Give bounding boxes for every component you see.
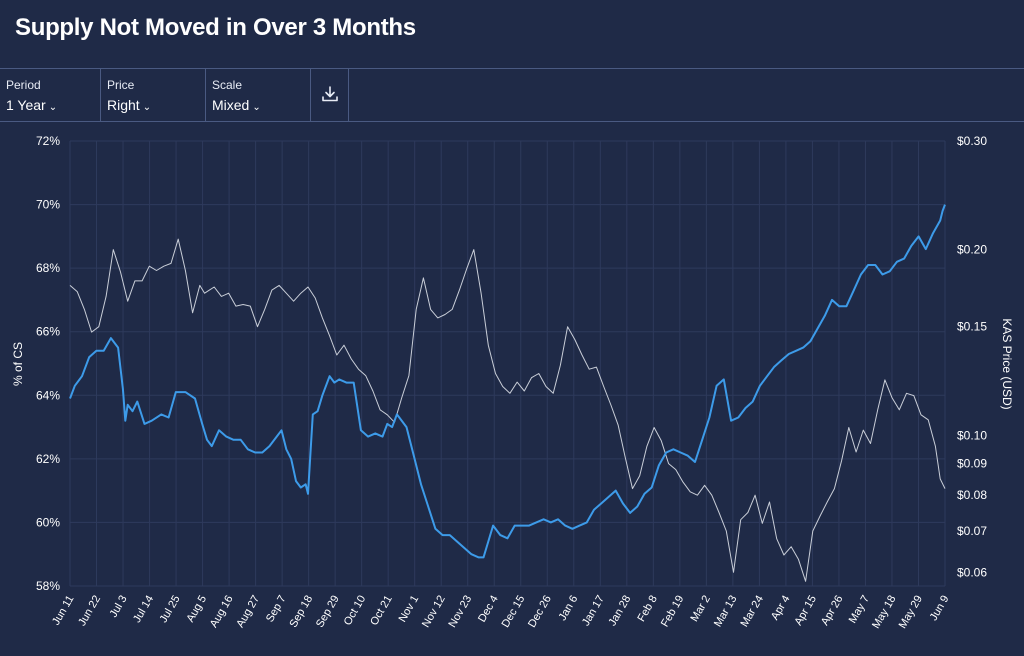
scale-dropdown[interactable]: Scale Mixed ⌄	[206, 69, 311, 121]
left-axis-label: % of CS	[11, 342, 25, 386]
download-button[interactable]	[311, 69, 349, 121]
chevron-down-icon: ⌄	[142, 102, 152, 113]
x-tick-label: Jan 28	[607, 594, 634, 629]
x-tick-label: Jun 22	[76, 594, 103, 629]
right-tick-label: $0.30	[957, 134, 987, 148]
x-tick-label: Mar 13	[712, 594, 740, 630]
x-tick-label: Mar 2	[689, 594, 713, 624]
x-tick-label: Dec 4	[476, 594, 501, 625]
x-tick-label: Apr 4	[769, 594, 793, 623]
download-icon	[322, 86, 338, 102]
price-series-line	[69, 238, 946, 582]
left-tick-label: 66%	[36, 325, 60, 339]
supply-series-line	[69, 204, 946, 559]
x-tick-label: May 29	[897, 594, 925, 631]
period-value: 1 Year ⌄	[6, 97, 57, 113]
x-tick-label: Apr 15	[792, 594, 819, 628]
left-tick-label: 60%	[36, 515, 60, 529]
x-tick-label: Sep 7	[264, 594, 289, 625]
chevron-down-icon: ⌄	[252, 102, 261, 113]
supply-price-chart: 72% 70% 68% 66% 64% 62% 60% 58% $0.30 $0.20 $0.15…	[11, 134, 1014, 631]
x-tick-label: Jan 17	[580, 594, 607, 629]
right-tick-label: $0.06	[957, 565, 987, 579]
right-tick-label: $0.08	[957, 488, 987, 502]
chart-grid	[69, 140, 946, 587]
x-tick-label: Jul 25	[158, 594, 183, 625]
scale-selected: Mixed	[212, 97, 250, 113]
scale-label: Scale	[212, 78, 243, 92]
left-tick-label: 68%	[36, 261, 60, 275]
x-tick-label: Dec 26	[526, 594, 554, 630]
right-tick-label: $0.09	[957, 457, 987, 471]
left-tick-label: 72%	[36, 134, 60, 148]
x-tick-label: Nov 1	[397, 594, 422, 625]
x-tick-label: Aug 5	[184, 594, 209, 625]
right-tick-label: $0.07	[957, 524, 987, 538]
x-tick-label: Oct 21	[368, 594, 395, 628]
left-tick-label: 58%	[36, 579, 60, 593]
page-title: Supply Not Moved in Over 3 Months	[15, 14, 416, 41]
x-tick-label: Jul 14	[131, 594, 156, 625]
period-dropdown[interactable]: Period 1 Year ⌄	[0, 69, 101, 121]
x-tick-label: Jul 3	[108, 594, 130, 620]
x-tick-label: May 7	[847, 594, 872, 626]
x-tick-label: Oct 10	[342, 594, 369, 628]
scale-value: Mixed ⌄	[212, 97, 261, 113]
price-label: Price	[107, 78, 135, 92]
x-tick-label: Mar 24	[738, 594, 766, 630]
right-tick-label: $0.20	[957, 243, 987, 257]
period-selected: 1 Year	[6, 97, 46, 113]
x-tick-label: Feb 19	[659, 594, 687, 630]
x-tick-label: Dec 15	[500, 594, 528, 630]
x-tick-label: Nov 12	[420, 594, 448, 630]
period-label: Period	[6, 78, 41, 92]
price-selected: Right	[107, 97, 140, 113]
x-tick-label: May 18	[870, 594, 898, 631]
x-tick-label: Sep 29	[314, 594, 342, 630]
x-tick-label: Jun 9	[928, 594, 952, 623]
chevron-down-icon: ⌄	[48, 102, 58, 113]
right-axis: $0.30 $0.20 $0.15 $0.10 $0.09 $0.08 $0.07 $0.06	[957, 134, 987, 579]
price-value: Right ⌄	[107, 97, 151, 113]
right-axis-label: KAS Price (USD)	[1000, 318, 1014, 409]
x-tick-label: Sep 18	[287, 594, 315, 630]
right-tick-label: $0.10	[957, 428, 987, 442]
x-tick-label: Jun 11	[50, 594, 77, 628]
left-tick-label: 64%	[36, 388, 60, 402]
x-tick-label: Aug 16	[208, 594, 236, 630]
x-tick-label: Apr 26	[819, 594, 846, 628]
x-tick-label: Aug 27	[234, 594, 262, 630]
left-tick-label: 62%	[36, 452, 60, 466]
x-tick-label: Feb 8	[635, 594, 659, 624]
x-tick-label: Nov 23	[447, 594, 475, 630]
right-tick-label: $0.15	[957, 320, 987, 334]
chart-toolbar: Period 1 Year ⌄ Price Right ⌄ Scale Mixed ⌄	[0, 68, 1024, 122]
left-axis: 72% 70% 68% 66% 64% 62% 60% 58%	[36, 134, 60, 593]
left-tick-label: 70%	[36, 198, 60, 212]
x-tick-label: Jan 6	[557, 594, 581, 623]
price-dropdown[interactable]: Price Right ⌄	[101, 69, 206, 121]
